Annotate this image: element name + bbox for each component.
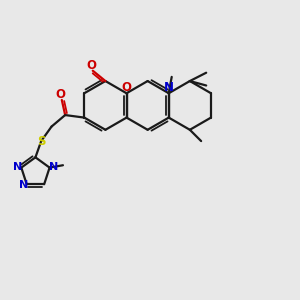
- Text: N: N: [164, 81, 174, 94]
- Text: O: O: [122, 81, 131, 94]
- Text: N: N: [13, 162, 22, 172]
- Text: O: O: [55, 88, 65, 101]
- Text: S: S: [37, 135, 45, 148]
- Text: N: N: [19, 180, 28, 190]
- Text: O: O: [86, 59, 96, 72]
- Text: N: N: [49, 162, 58, 172]
